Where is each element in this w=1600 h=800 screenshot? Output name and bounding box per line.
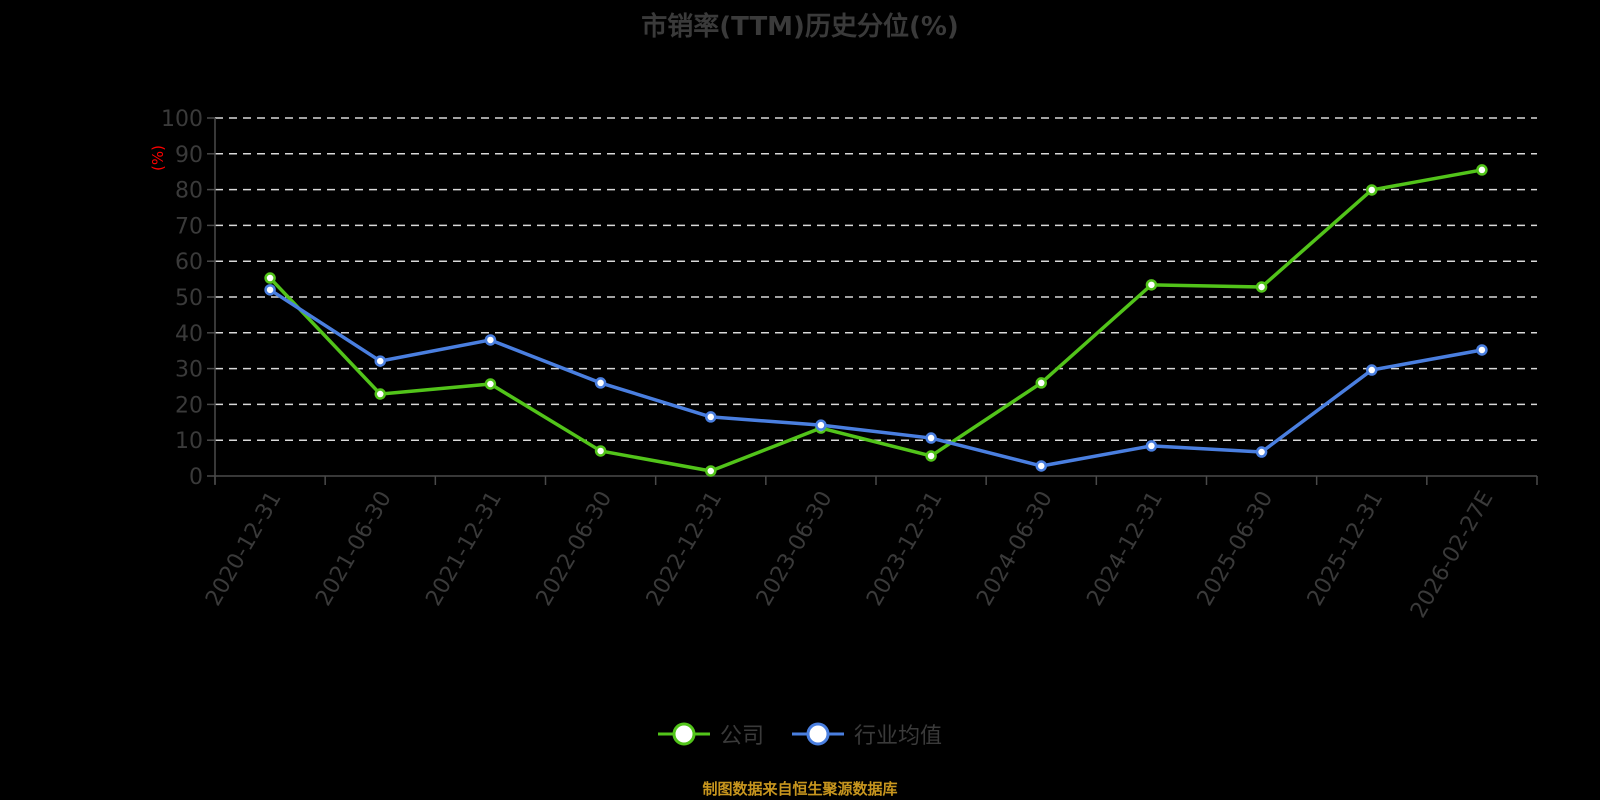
x-tick-label: 2021-06-30 xyxy=(311,487,397,610)
company-data-point[interactable] xyxy=(374,388,386,400)
company-data-point[interactable] xyxy=(264,272,276,284)
company-data-point[interactable] xyxy=(1035,377,1047,389)
company-data-point[interactable] xyxy=(1366,184,1378,196)
legend: 公司 行业均值 xyxy=(0,718,1600,750)
industry-data-point[interactable] xyxy=(1255,446,1268,458)
y-axis-unit-label: (%) xyxy=(149,145,167,171)
legend-item-industry[interactable]: 行业均值 xyxy=(792,718,942,750)
industry-data-point[interactable] xyxy=(925,432,937,444)
company-data-point[interactable] xyxy=(925,450,937,462)
x-tick-label: 2024-12-31 xyxy=(1082,487,1168,610)
y-tick-label: 80 xyxy=(175,179,203,204)
x-tick-label: 2025-12-31 xyxy=(1303,487,1389,610)
industry-line xyxy=(269,288,1483,468)
y-tick-label: 70 xyxy=(175,214,203,239)
company-data-point[interactable] xyxy=(484,378,497,390)
company-line xyxy=(268,168,1483,473)
industry-data-point[interactable] xyxy=(374,355,386,367)
company-data-point[interactable] xyxy=(1145,279,1158,291)
industry-data-point[interactable] xyxy=(594,377,607,389)
industry-data-point[interactable] xyxy=(484,334,497,346)
x-tick-label: 2023-12-31 xyxy=(862,487,948,610)
series-lines xyxy=(264,164,1488,477)
company-data-point[interactable] xyxy=(1255,281,1268,293)
company-data-point[interactable] xyxy=(1476,164,1488,176)
data-source-footer: 制图数据来自恒生聚源数据库 xyxy=(702,780,898,798)
y-tick-label: 20 xyxy=(175,393,203,418)
y-tick-label: 100 xyxy=(161,107,203,132)
chart-title: 市销率(TTM)历史分位(%) xyxy=(641,12,959,42)
legend-label-company: 公司 xyxy=(719,724,764,749)
legend-label-industry: 行业均值 xyxy=(854,724,943,749)
y-tick-label: 60 xyxy=(175,250,203,275)
industry-data-point[interactable] xyxy=(1035,460,1047,472)
legend-item-company[interactable]: 公司 xyxy=(657,718,764,750)
x-tick-label: 2025-06-30 xyxy=(1193,487,1279,610)
industry-data-point[interactable] xyxy=(815,419,827,431)
x-axis: 2020-12-31 2021-06-30 2021-12-31 2022-06-30… xyxy=(201,475,1538,622)
x-tick-label: 2024-06-30 xyxy=(972,487,1058,610)
industry-data-point[interactable] xyxy=(1476,344,1488,356)
y-tick-label: 40 xyxy=(175,322,203,347)
x-tick-label: 2020-12-31 xyxy=(201,487,287,610)
y-tick-label: 30 xyxy=(175,358,203,383)
x-tick-label: 2022-12-31 xyxy=(642,487,728,610)
industry-data-point[interactable] xyxy=(264,284,276,296)
y-axis: 0 10 20 30 40 50 60 70 80 90 100 xyxy=(161,107,216,490)
x-tick-label: 2026-02-27E xyxy=(1406,487,1499,622)
industry-data-point[interactable] xyxy=(705,411,717,423)
legend-marker-industry-icon xyxy=(792,722,844,746)
y-tick-label: 0 xyxy=(189,465,203,490)
y-tick-label: 50 xyxy=(175,286,203,311)
y-tick-label: 90 xyxy=(175,143,203,168)
x-tick-label: 2022-06-30 xyxy=(532,487,618,610)
x-tick-label: 2021-12-31 xyxy=(421,487,507,610)
x-tick-label: 2023-06-30 xyxy=(752,487,838,610)
company-data-point[interactable] xyxy=(705,465,717,477)
industry-data-point[interactable] xyxy=(1366,364,1378,376)
legend-marker-company-icon xyxy=(657,722,710,746)
company-data-point[interactable] xyxy=(594,445,607,457)
industry-data-point[interactable] xyxy=(1145,440,1158,452)
y-tick-label: 10 xyxy=(175,429,203,454)
